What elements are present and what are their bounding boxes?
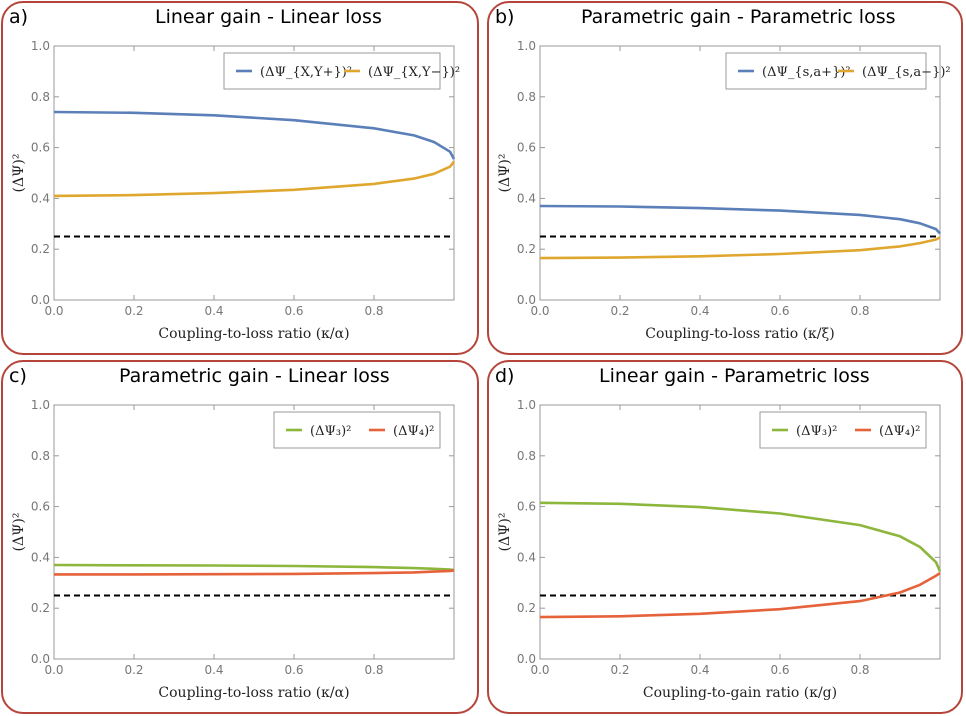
legend-box	[223, 52, 441, 90]
x-axis-label: Coupling-to-loss ratio (κ/α)	[158, 326, 349, 342]
y-tick-label: 0.0	[517, 293, 536, 307]
x-tick-label: 0.6	[770, 663, 789, 677]
panel-d: d) Linear gain - Parametric loss 0.0 0.2 0…	[487, 360, 963, 714]
x-tick-label: 0.4	[690, 304, 709, 318]
chart-b: 0.0 0.2 0.4 0.6 0.8 0.0 0.2 0.4 0.6 0.8 1.0 (ΔΨ_{s…	[497, 39, 951, 342]
plot-frame	[53, 404, 455, 660]
y-tick-label: 0.2	[517, 242, 536, 256]
panel-c: c) Parametric gain - Linear loss 0.0 0.2 0…	[1, 360, 479, 714]
y-tick-label: 0.0	[31, 652, 50, 666]
legend-label: (ΔΨ_{s,a+})²	[762, 65, 851, 80]
y-tick-label: 1.0	[31, 398, 50, 412]
y-tick-label: 0.6	[517, 500, 536, 514]
series-line-1	[53, 110, 456, 160]
legend: (ΔΨ₃)² (ΔΨ₄)²	[273, 411, 441, 449]
series-line-2	[53, 160, 456, 198]
x-tick-label: 0.8	[364, 663, 383, 677]
x-tick-label: 0.8	[364, 304, 383, 318]
legend-label: (ΔΨ₃)²	[310, 424, 351, 439]
plot-frame	[539, 404, 941, 660]
x-tick-label: 0.6	[284, 663, 303, 677]
series-line-1	[539, 204, 941, 235]
y-tick-label: 0.2	[517, 601, 536, 615]
y-axis-label: (ΔΨ)²	[497, 154, 513, 193]
legend: (ΔΨ_{s,a+})² (ΔΨ_{s,a−})²	[725, 52, 951, 90]
y-tick-label: 0.4	[31, 550, 50, 564]
y-tick-label: 1.0	[517, 39, 536, 53]
y-tick-label: 0.0	[517, 652, 536, 666]
x-tick-label: 0.2	[610, 663, 629, 677]
series-line-1	[53, 563, 455, 572]
series-line-2	[54, 569, 455, 576]
panel-a: a) Linear gain - Linear loss 0.0 0.2 0.4 0.…	[1, 1, 479, 355]
legend-label: (ΔΨ_{X,Y+})²	[260, 65, 352, 80]
x-tick-label: 0.0	[530, 304, 549, 318]
y-tick-label: 0.4	[517, 550, 536, 564]
chart-title: Parametric gain - Parametric loss	[581, 6, 896, 28]
chart-a: 0.0 0.2 0.4 0.6 0.8 0.0 0.2 0.4 0.6 0.8 1.0 (ΔΨ_{X…	[11, 39, 460, 342]
legend-label: (ΔΨ₄)²	[879, 424, 920, 439]
plot-frame	[539, 45, 941, 301]
x-tick-label: 0.0	[530, 663, 549, 677]
x-axis-label: Coupling-to-loss ratio (κ/ξ)	[645, 326, 834, 342]
y-tick-label: 0.8	[517, 90, 536, 104]
y-tick-label: 0.6	[31, 141, 50, 155]
x-tick-label: 0.4	[204, 663, 223, 677]
y-axis-label: (ΔΨ)²	[11, 513, 27, 552]
y-tick-label: 0.6	[517, 141, 536, 155]
panel-label: d)	[495, 365, 515, 387]
legend-label: (ΔΨ_{X,Y−})²	[368, 65, 460, 80]
x-tick-label: 0.0	[44, 663, 63, 677]
y-tick-label: 1.0	[517, 398, 536, 412]
x-tick-label: 0.6	[284, 304, 303, 318]
panel-b: b) Parametric gain - Parametric loss 0.0…	[487, 1, 963, 355]
chart-title: Linear gain - Parametric loss	[599, 365, 870, 387]
x-tick-label: 0.8	[850, 304, 869, 318]
plot-frame	[53, 45, 455, 301]
y-tick-label: 0.2	[31, 601, 50, 615]
chart-title: Linear gain - Linear loss	[155, 6, 382, 28]
legend: (ΔΨ_{X,Y+})² (ΔΨ_{X,Y−})²	[223, 52, 460, 90]
x-axis-label: Coupling-to-gain ratio (κ/g)	[643, 685, 837, 701]
y-tick-label: 1.0	[31, 39, 50, 53]
x-tick-label: 0.8	[850, 663, 869, 677]
x-tick-label: 0.4	[204, 304, 223, 318]
legend-label: (ΔΨ₃)²	[796, 424, 837, 439]
y-tick-label: 0.8	[31, 449, 50, 463]
x-tick-label: 0.2	[124, 304, 143, 318]
y-axis-label: (ΔΨ)²	[497, 513, 513, 552]
legend: (ΔΨ₃)² (ΔΨ₄)²	[759, 411, 927, 449]
y-axis-label: (ΔΨ)²	[11, 154, 27, 193]
y-tick-label: 0.6	[31, 500, 50, 514]
x-tick-label: 0.6	[770, 304, 789, 318]
x-tick-label: 0.2	[124, 663, 143, 677]
chart-c: 0.0 0.2 0.4 0.6 0.8 0.0 0.2 0.4 0.6 0.8 1.0 (ΔΨ₃)²…	[11, 398, 455, 701]
y-tick-label: 0.4	[31, 191, 50, 205]
y-tick-label: 0.0	[31, 293, 50, 307]
y-tick-label: 0.8	[517, 449, 536, 463]
series-line-2	[539, 572, 941, 619]
panel-label: c)	[9, 365, 27, 387]
chart-title: Parametric gain - Linear loss	[119, 365, 390, 387]
y-tick-label: 0.2	[31, 242, 50, 256]
panel-label: a)	[9, 6, 29, 28]
y-tick-label: 0.8	[31, 90, 50, 104]
legend-box	[725, 52, 927, 90]
x-tick-label: 0.2	[610, 304, 629, 318]
y-tick-label: 0.4	[517, 191, 536, 205]
legend-label: (ΔΨ₄)²	[393, 424, 434, 439]
x-axis-label: Coupling-to-loss ratio (κ/α)	[158, 685, 349, 701]
chart-d: 0.0 0.2 0.4 0.6 0.8 0.0 0.2 0.4 0.6 0.8 1.0 (ΔΨ₃)²…	[497, 398, 942, 701]
x-tick-label: 0.4	[690, 663, 709, 677]
panel-label: b)	[495, 6, 515, 28]
legend-label: (ΔΨ_{s,a−})²	[862, 65, 951, 80]
series-line-2	[539, 236, 941, 260]
x-tick-label: 0.0	[44, 304, 63, 318]
series-line-1	[539, 501, 942, 572]
